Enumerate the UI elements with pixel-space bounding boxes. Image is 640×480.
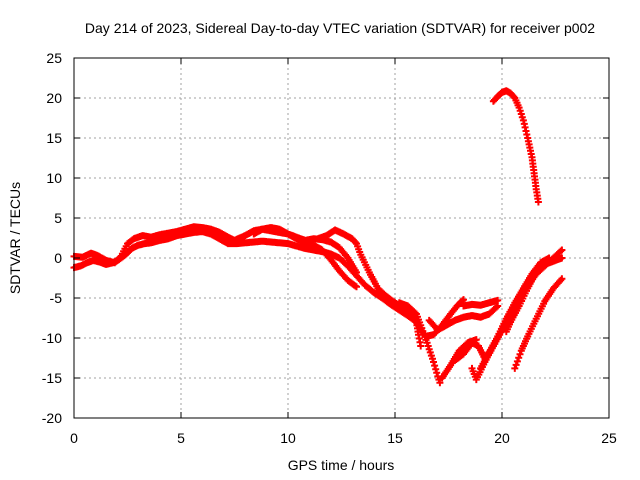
y-tick-label: 25 <box>46 50 62 66</box>
data-track <box>489 87 542 206</box>
plus-markers <box>70 228 420 326</box>
y-tick-label: 0 <box>54 250 62 266</box>
x-tick-label: 25 <box>601 430 617 446</box>
data-track <box>511 275 566 372</box>
data-track <box>250 224 360 291</box>
y-tick-label: 20 <box>46 90 62 106</box>
y-tick-label: -20 <box>42 410 62 426</box>
plus-markers <box>460 296 502 310</box>
x-tick-label: 20 <box>494 430 510 446</box>
data-track <box>502 257 549 336</box>
plus-markers <box>250 224 360 291</box>
plus-markers <box>425 302 502 334</box>
plus-markers <box>511 275 566 372</box>
data-track <box>460 296 502 310</box>
y-axis-label: SDTVAR / TECUs <box>7 182 23 294</box>
data-track <box>425 302 502 334</box>
chart-title: Day 214 of 2023, Sidereal Day-to-day VTE… <box>85 20 595 36</box>
axis-ticks: 0 5 10 15 20 25 -20 -15 -10 -5 0 5 10 15 20 25 <box>42 50 617 446</box>
y-tick-label: -5 <box>50 290 63 306</box>
y-tick-label: 10 <box>46 170 62 186</box>
x-axis-label: GPS time / hours <box>288 457 395 473</box>
y-tick-label: -10 <box>42 330 62 346</box>
data-track <box>70 228 420 326</box>
x-tick-label: 10 <box>280 430 296 446</box>
plus-markers <box>502 257 549 336</box>
x-tick-label: 0 <box>70 430 78 446</box>
plot-frame <box>73 57 610 419</box>
y-tick-label: -15 <box>42 370 62 386</box>
x-tick-label: 15 <box>387 430 403 446</box>
x-tick-label: 5 <box>177 430 185 446</box>
plus-markers <box>489 87 542 206</box>
y-tick-label: 15 <box>46 130 62 146</box>
data-markers <box>70 87 566 387</box>
y-tick-label: 5 <box>54 210 62 226</box>
